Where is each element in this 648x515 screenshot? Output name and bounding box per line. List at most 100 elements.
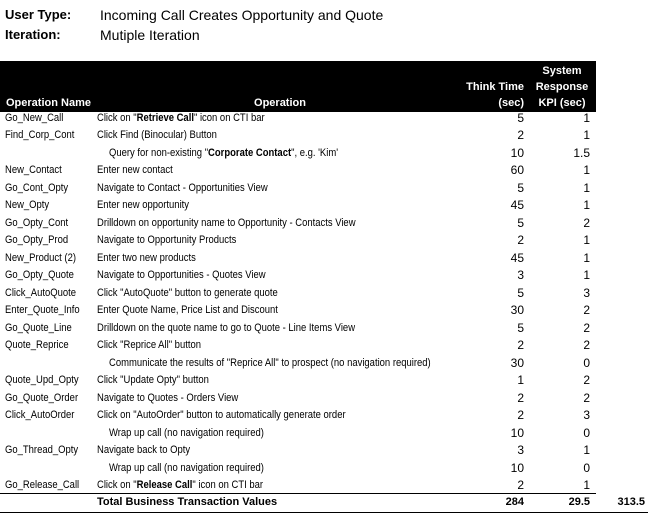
operation: Click "Reprice All" button: [97, 339, 201, 352]
col-think-time: Think Time: [466, 81, 524, 93]
think-time: 3: [517, 268, 524, 283]
kpi: 1: [583, 478, 590, 493]
operation-name: Find_Corp_Cont: [5, 129, 75, 142]
kpi: 0: [583, 355, 590, 370]
iteration: Mutiple Iteration: [100, 27, 200, 43]
operation-name: Go_Cont_Opty: [5, 181, 69, 194]
think-time: 2: [517, 338, 524, 353]
operation-text: Click on ": [97, 479, 137, 492]
col-kpi: KPI (sec): [538, 97, 586, 109]
kpi: 3: [583, 285, 590, 300]
kpi: 0: [583, 425, 590, 440]
operation-text: " icon on CTI bar: [192, 479, 264, 492]
think-time: 1: [517, 373, 524, 388]
kpi: 1: [583, 163, 590, 178]
think-time: 30: [510, 355, 524, 370]
operation: Drilldown on opportunity name to Opportu…: [97, 216, 356, 229]
operation: Navigate to Quotes - Orders View: [97, 391, 239, 404]
operation-name: New_Opty: [5, 199, 50, 212]
operation-text: Query for non-existing ": [109, 146, 209, 159]
operation-text: " icon on CTI bar: [193, 112, 265, 124]
operation-name: Go_Release_Call: [5, 479, 80, 492]
total-kpi: 29.5: [568, 496, 590, 508]
operation-name: Go_Thread_Opty: [5, 444, 79, 457]
total-label: Total Business Transaction Values: [97, 496, 278, 508]
grand-total: 313.5: [617, 496, 645, 508]
operation: Click "Update Opty" button: [97, 374, 209, 387]
operation-name: Go_New_Call: [5, 112, 64, 124]
operation-name: Enter_Quote_Info: [5, 304, 80, 317]
operation: Navigate back to Opty: [97, 444, 191, 457]
operation: Click on "Release Call" icon on CTI bar: [97, 478, 263, 492]
operation: Navigate to Contact - Opportunities View: [97, 181, 268, 194]
think-time: 5: [517, 215, 524, 230]
iteration-label: Iteration:: [5, 27, 61, 42]
operation: Enter new contact: [97, 164, 173, 177]
kpi: 1: [583, 128, 590, 143]
operation-name: Go_Quote_Line: [5, 321, 72, 334]
header-band: [0, 61, 596, 112]
kpi: 2: [583, 390, 590, 405]
kpi: 1: [583, 268, 590, 283]
operation: Click Find (Binocular) Button: [97, 129, 217, 142]
operation-name: New_Contact: [5, 164, 62, 177]
think-time: 45: [510, 250, 524, 265]
kpi: 1: [583, 233, 590, 248]
think-time: 10: [510, 460, 524, 475]
think-time: 3: [517, 443, 524, 458]
col-kpi: Response: [535, 81, 589, 93]
operation-name: Quote_Upd_Opty: [5, 374, 79, 387]
operation-name: New_Product (2): [5, 251, 76, 264]
think-time: 10: [510, 425, 524, 440]
think-time: 10: [510, 145, 524, 160]
operation-name: Go_Opty_Cont: [5, 216, 69, 229]
user-type: Incoming Call Creates Opportunity and Qu…: [100, 7, 384, 23]
col-name: Operation Name: [6, 97, 91, 109]
operation-text: ", e.g. 'Kim': [291, 146, 339, 159]
kpi: 1: [583, 198, 590, 213]
kpi: 1: [583, 250, 590, 265]
think-time: 2: [517, 390, 524, 405]
total-rule: [0, 493, 596, 494]
operation: Click "AutoQuote" button to generate quo…: [97, 286, 278, 299]
kpi: 2: [583, 215, 590, 230]
operation: Enter Quote Name, Price List and Discoun…: [97, 304, 278, 317]
operation-name: Click_AutoOrder: [5, 409, 75, 422]
think-time: 5: [517, 111, 524, 125]
operation: Click on "AutoOrder" button to automatic…: [97, 409, 346, 422]
think-time: 2: [517, 478, 524, 493]
bottom-rule: [0, 512, 648, 513]
total-think-time: 284: [505, 496, 524, 508]
operation: Drilldown on the quote name to go to Quo…: [97, 321, 356, 334]
operation: Query for non-existing "Corporate Contac…: [109, 146, 338, 160]
operation: Communicate the results of "Reprice All"…: [109, 356, 431, 369]
kpi: 2: [583, 303, 590, 318]
operation-bold: Retrieve Call: [136, 112, 194, 124]
kpi: 1: [583, 443, 590, 458]
kpi: 1: [583, 111, 590, 125]
operation: Enter two new products: [97, 251, 196, 264]
operation: Navigate to Opportunity Products: [97, 234, 237, 247]
kpi: 2: [583, 320, 590, 335]
think-time: 60: [510, 163, 524, 178]
col-operation: Operation: [254, 97, 306, 109]
kpi: 2: [583, 338, 590, 353]
col-kpi: System: [542, 65, 582, 77]
think-time: 5: [517, 285, 524, 300]
operation-bold: Release Call: [136, 479, 193, 492]
kpi: 2: [583, 373, 590, 388]
kpi: 1.5: [573, 145, 590, 160]
operation: Enter new opportunity: [97, 199, 190, 212]
kpi: 3: [583, 408, 590, 423]
operation: Wrap up call (no navigation required): [109, 461, 264, 474]
kpi: 1: [583, 180, 590, 195]
operation-name: Quote_Reprice: [5, 339, 69, 352]
operation-name: Go_Quote_Order: [5, 391, 79, 404]
user-type-label: User Type:: [5, 7, 72, 22]
operation: Click on "Retrieve Call" icon on CTI bar: [97, 111, 265, 125]
operation-name: Go_Opty_Quote: [5, 269, 74, 282]
think-time: 2: [517, 233, 524, 248]
kpi: 0: [583, 460, 590, 475]
think-time: 45: [510, 198, 524, 213]
